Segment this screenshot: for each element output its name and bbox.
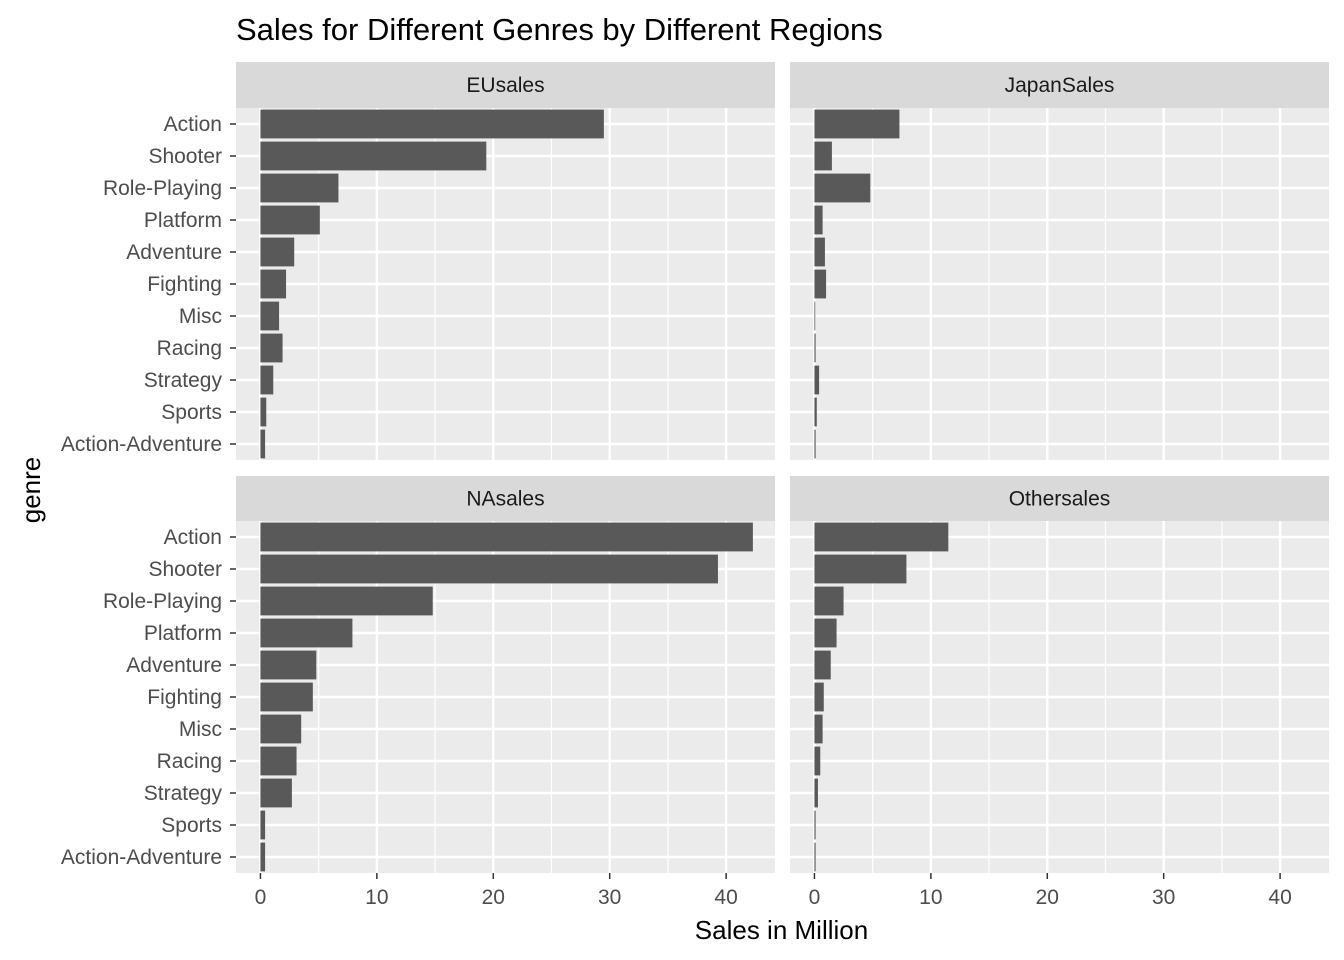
y-tick-label: Action bbox=[164, 526, 222, 549]
y-tick-label: Misc bbox=[179, 305, 222, 328]
bar bbox=[260, 842, 266, 872]
bar bbox=[814, 141, 832, 171]
y-tick-label: Racing bbox=[157, 750, 222, 773]
x-tick-label: 0 bbox=[255, 886, 267, 909]
bar bbox=[260, 301, 280, 331]
bar bbox=[260, 746, 297, 776]
y-tick-label: Role-Playing bbox=[103, 590, 222, 613]
bar bbox=[814, 397, 817, 427]
bar bbox=[260, 714, 302, 744]
bar bbox=[260, 810, 266, 840]
x-tick-label: 10 bbox=[919, 886, 942, 909]
x-tick-label: 20 bbox=[1036, 886, 1059, 909]
y-tick-label: Fighting bbox=[147, 273, 222, 296]
y-tick-label: Fighting bbox=[147, 686, 222, 709]
y-tick-label: Racing bbox=[157, 337, 222, 360]
bar bbox=[814, 333, 816, 363]
strip-label: NAsales bbox=[466, 488, 544, 511]
bar bbox=[814, 429, 816, 459]
x-tick-label: 30 bbox=[1152, 886, 1175, 909]
y-tick-label: Platform bbox=[144, 622, 222, 645]
panel-japansales: JapanSales bbox=[790, 62, 1329, 460]
bar bbox=[260, 618, 353, 648]
y-tick-label: Platform bbox=[144, 209, 222, 232]
y-tick-label: Sports bbox=[161, 401, 222, 424]
strip-background bbox=[236, 476, 775, 521]
y-tick-label: Strategy bbox=[144, 369, 223, 392]
bar bbox=[814, 301, 816, 331]
facet-panels: EUsales Action Shooter Role-Playing Platform… bbox=[61, 62, 1329, 909]
bar bbox=[814, 746, 821, 776]
panel-nasales: NAsales Action Shooter Role-Playing Platform… bbox=[61, 476, 775, 909]
y-tick-label: Strategy bbox=[144, 782, 223, 805]
bar bbox=[814, 173, 871, 203]
bar bbox=[260, 141, 487, 171]
bar bbox=[814, 714, 823, 744]
bar bbox=[260, 205, 320, 235]
bar bbox=[814, 554, 907, 584]
bar bbox=[260, 237, 295, 267]
bar bbox=[260, 682, 313, 712]
y-tick-label: Shooter bbox=[148, 145, 222, 168]
bar bbox=[260, 522, 753, 552]
y-tick-label: Action-Adventure bbox=[61, 846, 222, 869]
bar bbox=[260, 109, 604, 139]
bar bbox=[814, 365, 820, 395]
bar bbox=[814, 269, 827, 299]
panel-eusales: EUsales Action Shooter Role-Playing Platform… bbox=[61, 62, 775, 460]
bar bbox=[260, 778, 292, 808]
x-tick-label: 30 bbox=[598, 886, 621, 909]
x-tick-label: 0 bbox=[809, 886, 821, 909]
bar bbox=[814, 650, 831, 680]
y-tick-label: Shooter bbox=[148, 558, 222, 581]
y-tick-label: Misc bbox=[179, 718, 222, 741]
chart-title: Sales for Different Genres by Different … bbox=[236, 12, 883, 47]
bar bbox=[260, 365, 274, 395]
bar bbox=[814, 810, 816, 840]
bar bbox=[260, 429, 266, 459]
y-tick-label: Sports bbox=[161, 814, 222, 837]
strip-label: JapanSales bbox=[1005, 74, 1115, 97]
bar bbox=[260, 173, 339, 203]
y-tick-label: Action-Adventure bbox=[61, 433, 222, 456]
y-tick-label: Adventure bbox=[126, 654, 222, 677]
bar bbox=[260, 397, 267, 427]
panel-othersales: Othersales 0 10 20 30 40 bbox=[790, 476, 1329, 909]
strip-label: EUsales bbox=[466, 74, 544, 97]
strip-background bbox=[790, 476, 1329, 521]
bar bbox=[260, 586, 433, 616]
bar bbox=[814, 778, 818, 808]
bar bbox=[260, 554, 718, 584]
y-tick-label: Adventure bbox=[126, 241, 222, 264]
bar bbox=[814, 522, 949, 552]
bar bbox=[814, 109, 900, 139]
y-axis-title: genre bbox=[16, 457, 46, 524]
strip-label: Othersales bbox=[1009, 488, 1111, 511]
x-tick-label: 40 bbox=[1268, 886, 1291, 909]
strip-background bbox=[790, 62, 1329, 108]
y-tick-label: Action bbox=[164, 113, 222, 136]
bar bbox=[814, 618, 837, 648]
y-tick-label: Role-Playing bbox=[103, 177, 222, 200]
bar bbox=[814, 682, 824, 712]
bar bbox=[814, 205, 823, 235]
bar bbox=[260, 269, 287, 299]
x-tick-label: 10 bbox=[365, 886, 388, 909]
x-tick-label: 40 bbox=[714, 886, 737, 909]
bar bbox=[260, 333, 283, 363]
strip-background bbox=[236, 62, 775, 108]
bar bbox=[814, 237, 825, 267]
bar bbox=[260, 650, 317, 680]
bar bbox=[814, 842, 816, 872]
bar bbox=[814, 586, 844, 616]
x-tick-label: 20 bbox=[482, 886, 505, 909]
x-axis-title: Sales in Million bbox=[695, 915, 868, 945]
